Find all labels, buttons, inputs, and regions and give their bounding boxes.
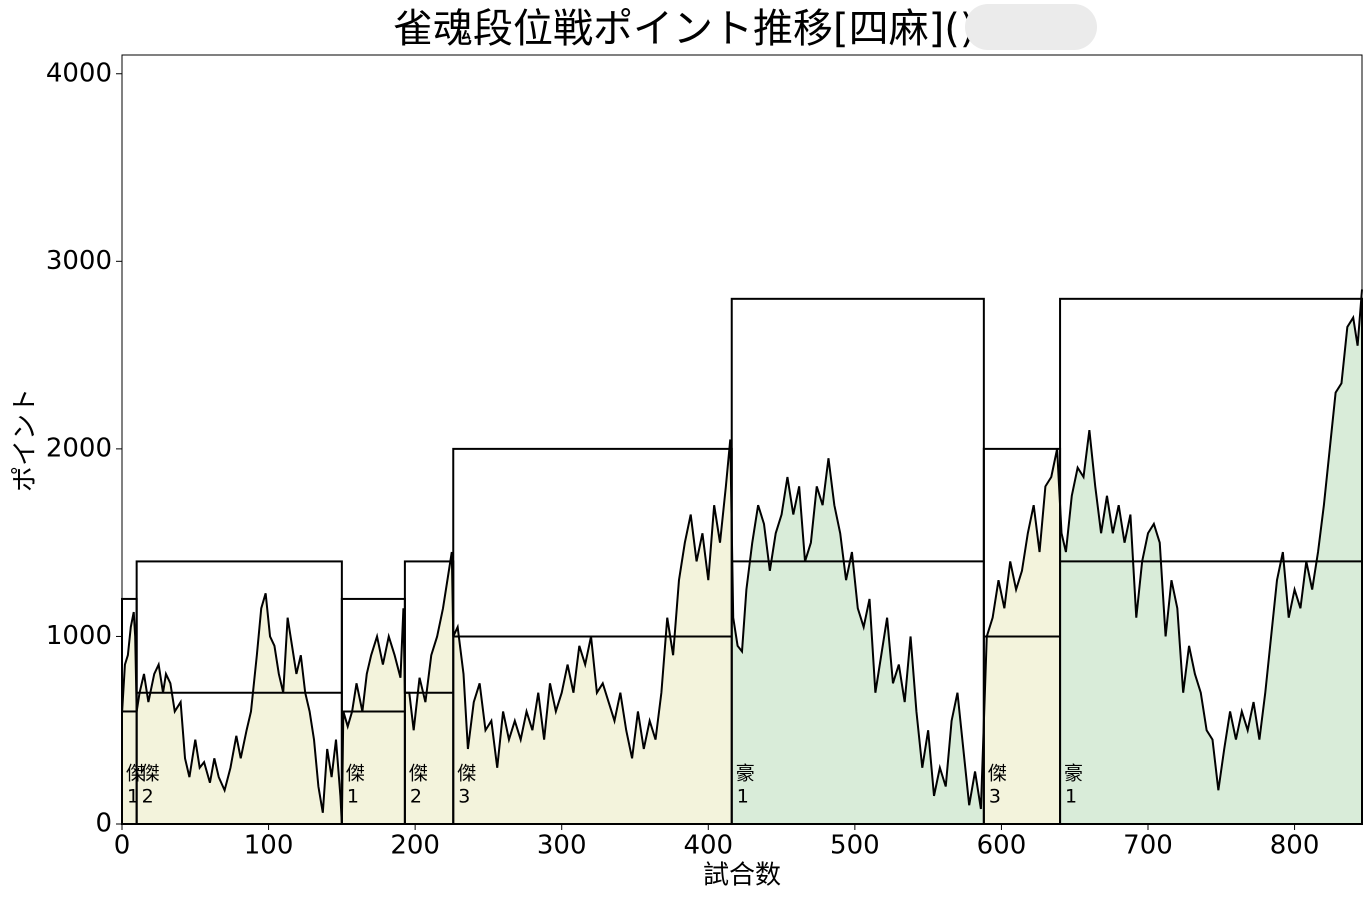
segment-area: [1060, 289, 1362, 824]
x-tick-label: 800: [1270, 831, 1320, 861]
y-tick-label: 0: [95, 809, 112, 839]
plot-frame: [121, 54, 1363, 825]
y-tick-label: 1000: [46, 621, 112, 651]
x-tick-label: 200: [390, 831, 440, 861]
rank-level: 3: [989, 786, 1001, 808]
y-axis-label: ポイント: [11, 388, 41, 492]
rank-level: 2: [410, 786, 422, 808]
x-tick-label: 300: [537, 831, 587, 861]
rank-level: 1: [737, 786, 749, 808]
x-tick-label: 600: [977, 831, 1027, 861]
rank-label: 傑: [457, 763, 476, 785]
rank-label: 傑: [126, 763, 145, 785]
x-tick-label: 500: [830, 831, 880, 861]
redaction: [965, 4, 1097, 50]
x-axis-label: 試合数: [703, 861, 781, 891]
x-tick-label: 0: [114, 831, 131, 861]
y-tick-label: 4000: [46, 58, 112, 88]
rank-level: 1: [347, 786, 359, 808]
y-tick-label: 3000: [46, 246, 112, 276]
y-tick-label: 2000: [46, 433, 112, 463]
rank-label: 傑: [409, 763, 428, 785]
chart-title: 雀魂段位戦ポイント推移[四麻](): [393, 6, 975, 52]
rank-label: 傑: [988, 763, 1007, 785]
points-line: [121, 289, 1363, 825]
rank-level: 1: [1065, 786, 1077, 808]
rank-label: 傑: [346, 763, 365, 785]
rank-label: 傑: [141, 763, 160, 785]
segment-area: [731, 458, 984, 824]
rank-level: 3: [458, 786, 470, 808]
segment-area: [136, 593, 342, 824]
rank-label: 豪: [736, 763, 755, 785]
x-tick-label: 100: [244, 831, 294, 861]
x-tick-label: 400: [683, 831, 733, 861]
segment-area: [453, 439, 732, 824]
segment-area: [341, 608, 405, 824]
rank-level: 2: [142, 786, 154, 808]
x-tick-label: 700: [1123, 831, 1173, 861]
rank-label: 豪: [1064, 763, 1083, 785]
